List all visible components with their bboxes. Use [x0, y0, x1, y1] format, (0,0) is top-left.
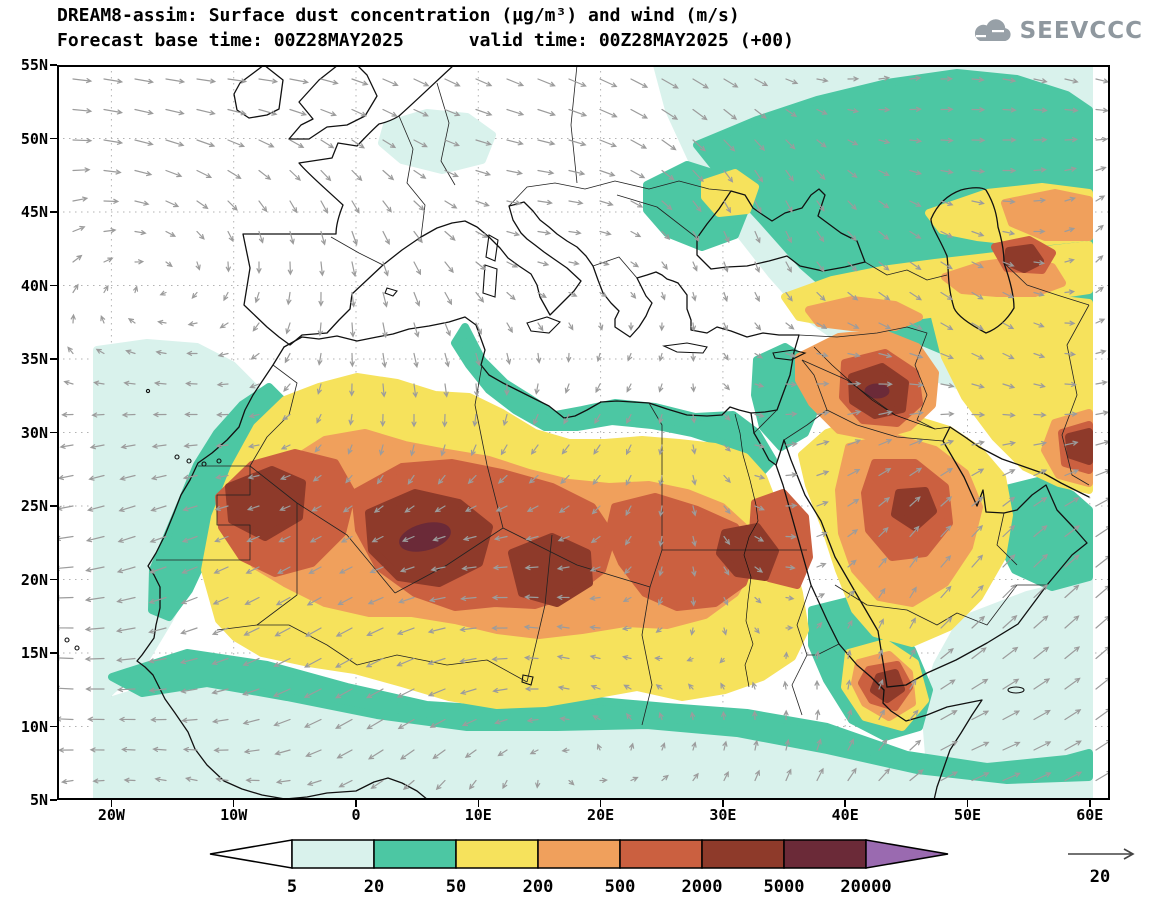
- legend-level-label: 5000: [764, 877, 805, 897]
- legend-level-label: 5: [287, 877, 297, 897]
- lon-axis-label: 20W: [97, 806, 125, 824]
- lon-tick-mark: [599, 800, 602, 807]
- legend-level-label: 2000: [682, 877, 723, 897]
- river-layer: [734, 346, 951, 688]
- lon-axis-label: 10E: [464, 806, 492, 824]
- wind-reference: 20: [1068, 848, 1135, 887]
- legend-color-segment: [783, 839, 867, 869]
- lat-tick-mark: [50, 137, 57, 140]
- lon-tick-mark: [844, 800, 846, 807]
- lon-axis-label: 40E: [831, 806, 859, 824]
- legend-level-label: 50: [446, 877, 466, 897]
- lon-tick-mark: [110, 800, 113, 807]
- lat-tick-mark: [50, 652, 57, 654]
- lon-axis-label: 30E: [709, 806, 737, 824]
- lat-tick-mark: [50, 358, 57, 360]
- lat-tick-mark: [50, 284, 57, 287]
- map-canvas: [57, 65, 1110, 800]
- wind-reference-value: 20: [1090, 867, 1110, 887]
- lat-tick-mark: [50, 64, 57, 66]
- legend-level-label: 20: [364, 877, 384, 897]
- lat-axis-label: 5N: [29, 791, 48, 809]
- lon-axis-label: 10W: [220, 806, 248, 824]
- lat-axis-label: 35N: [20, 350, 48, 368]
- legend-color-segment: [537, 839, 621, 869]
- lon-axis-label: 50E: [953, 806, 982, 824]
- wind-arrows: [57, 75, 1110, 791]
- lon-tick-mark: [966, 800, 969, 807]
- legend-color-segment: [619, 839, 703, 869]
- lon-tick-mark: [355, 800, 357, 807]
- wind-vector-layer: [57, 75, 1110, 791]
- forecast-time-subtitle: Forecast base time: 00Z28MAY2025 valid t…: [57, 30, 794, 51]
- lat-axis-label: 25N: [20, 497, 48, 515]
- lon-tick-mark: [1089, 800, 1091, 807]
- lat-axis-label: 55N: [20, 56, 48, 74]
- legend-above-max-arrow: [865, 839, 949, 869]
- legend-color-segment: [701, 839, 785, 869]
- lat-tick-mark: [50, 505, 57, 507]
- page-title: DREAM8-assim: Surface dust concentration…: [57, 5, 740, 26]
- lat-axis-label: 30N: [20, 423, 48, 442]
- colorbar-legend: 5 20 50 200 500 2000 5000 20000: [209, 839, 949, 897]
- lon-axis-label: 20E: [587, 806, 615, 824]
- lat-axis-label: 40N: [20, 276, 48, 295]
- lat-axis-label: 45N: [20, 203, 48, 221]
- seevccc-logo: SEEVCCC: [968, 16, 1143, 46]
- lat-axis-label: 15N: [20, 644, 48, 662]
- lon-axis-label: 0: [351, 806, 361, 824]
- dust-wind-map: [57, 65, 1110, 800]
- lat-axis-label: 50N: [20, 129, 48, 148]
- cloud-icon: [974, 19, 1011, 42]
- dust-concentration-layer: [93, 65, 1093, 800]
- lat-axis-label: 20N: [20, 570, 48, 589]
- legend-level-label: 200: [523, 877, 554, 897]
- lat-axis-label: 10N: [20, 717, 48, 736]
- lat-tick-mark: [50, 799, 57, 801]
- lat-tick-mark: [50, 725, 57, 728]
- legend-color-segment: [455, 839, 539, 869]
- lon-tick-mark: [722, 800, 724, 807]
- legend-level-label: 20000: [840, 877, 891, 897]
- legend-below-min-arrow: [209, 839, 293, 869]
- map-frame: [57, 65, 1110, 800]
- lon-tick-mark: [232, 800, 235, 807]
- lat-tick-mark: [50, 578, 57, 581]
- lat-tick-mark: [50, 431, 57, 434]
- lat-tick-mark: [50, 211, 57, 213]
- legend-level-label: 500: [605, 877, 636, 897]
- lon-axis-label: 60E: [1076, 806, 1104, 824]
- logo-text: SEEVCCC: [1019, 18, 1143, 44]
- legend-color-segment: [373, 839, 457, 869]
- legend-color-segment: [291, 839, 375, 869]
- lon-tick-mark: [477, 800, 480, 807]
